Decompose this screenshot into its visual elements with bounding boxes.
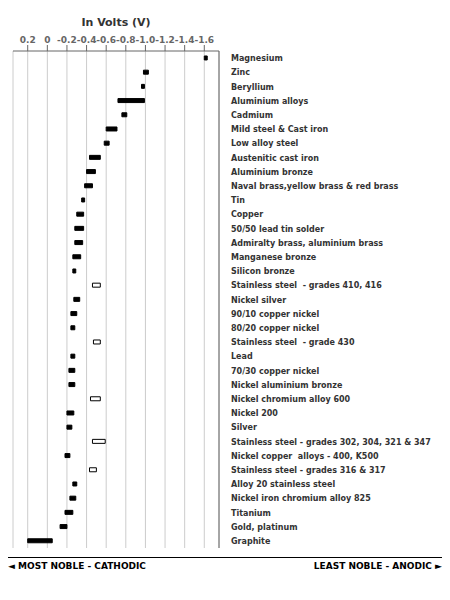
svg-text:-0.2: -0.2 (57, 35, 77, 45)
svg-text:Nickel chromium alloy 600: Nickel chromium alloy 600 (231, 395, 351, 404)
svg-text:-1.2: -1.2 (155, 35, 175, 45)
svg-text:90/10 copper nickel: 90/10 copper nickel (231, 310, 320, 319)
svg-text:Zinc: Zinc (231, 68, 250, 77)
svg-text:Beryllium: Beryllium (231, 83, 274, 92)
svg-text:Magnesium: Magnesium (231, 54, 283, 63)
svg-text:Alloy 20 stainless steel: Alloy 20 stainless steel (231, 480, 335, 489)
svg-text:Mild steel & Cast iron: Mild steel & Cast iron (231, 125, 329, 134)
svg-text:Silicon bronze: Silicon bronze (231, 267, 295, 276)
svg-text:Aluminium bronze: Aluminium bronze (231, 168, 313, 177)
svg-text:Tin: Tin (231, 196, 245, 205)
svg-text:Naval brass,yellow brass & red: Naval brass,yellow brass & red brass (231, 182, 399, 191)
svg-text:Titanium: Titanium (231, 509, 271, 518)
svg-text:Aluminium alloys: Aluminium alloys (231, 97, 309, 106)
svg-text:Graphite: Graphite (231, 537, 271, 546)
svg-text:Nickel 200: Nickel 200 (231, 409, 278, 418)
svg-text:Stainless steel - grade 430: Stainless steel - grade 430 (231, 338, 355, 347)
svg-text:Copper: Copper (231, 210, 263, 219)
svg-text:-1.4: -1.4 (175, 35, 195, 45)
svg-text:70/30 copper nickel: 70/30 copper nickel (231, 367, 320, 376)
svg-text:Stainless steel - grades 302,: Stainless steel - grades 302, 304, 321 &… (231, 438, 431, 447)
svg-text:Low alloy steel: Low alloy steel (231, 139, 299, 148)
svg-text:Nickel copper alloys - 400, K: Nickel copper alloys - 400, K500 (231, 452, 379, 461)
svg-text:Lead: Lead (231, 352, 253, 361)
svg-text:Admiralty brass, aluminium bra: Admiralty brass, aluminium brass (231, 239, 383, 248)
svg-text:Nickel iron chromium alloy 825: Nickel iron chromium alloy 825 (231, 494, 371, 503)
svg-text:Cadmium: Cadmium (231, 111, 273, 120)
svg-text:-1.6: -1.6 (194, 35, 214, 45)
svg-text:-1.0: -1.0 (136, 35, 156, 45)
svg-text:Silver: Silver (231, 423, 257, 432)
svg-text:50/50 lead tin solder: 50/50 lead tin solder (231, 225, 324, 234)
svg-text:Stainless steel - grades 316 &: Stainless steel - grades 316 & 317 (231, 466, 386, 475)
html-text:LEAST NOBLE - ANODIC ►: LEAST NOBLE - ANODIC ► (313, 561, 442, 571)
svg-text:Austenitic cast iron: Austenitic cast iron (231, 154, 319, 163)
svg-text:-0.6: -0.6 (96, 35, 116, 45)
svg-text:In Volts (V): In Volts (V) (81, 16, 150, 29)
svg-text:Manganese bronze: Manganese bronze (231, 253, 317, 262)
svg-text:Stainless steel - grades 410,: Stainless steel - grades 410, 416 (231, 281, 382, 290)
svg-text:80/20 copper nickel: 80/20 copper nickel (231, 324, 320, 333)
svg-text:Nickel aluminium bronze: Nickel aluminium bronze (231, 381, 343, 390)
html-text:◄ MOST NOBLE - CATHODIC: ◄ MOST NOBLE - CATHODIC (8, 561, 146, 571)
svg-text:-0.8: -0.8 (116, 35, 136, 45)
svg-text:Nickel silver: Nickel silver (231, 296, 286, 305)
svg-text:Gold, platinum: Gold, platinum (231, 523, 298, 532)
svg-text:0.2: 0.2 (20, 35, 36, 45)
svg-text:0: 0 (44, 35, 50, 45)
svg-text:-0.4: -0.4 (77, 35, 97, 45)
